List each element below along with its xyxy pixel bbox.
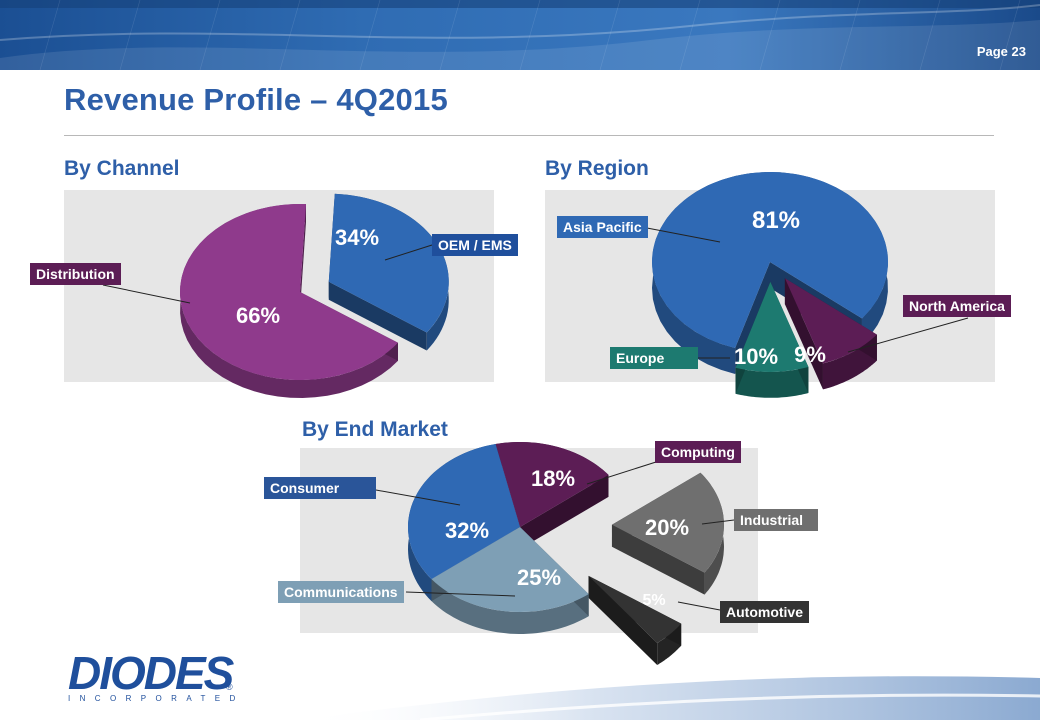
pie-label-communications: 25% (517, 565, 561, 590)
pie-label-automotive: 5% (642, 592, 665, 609)
pie-slice-distribution (180, 203, 398, 380)
page-title: Revenue Profile – 4Q2015 (64, 82, 448, 117)
label-north-america: North America (903, 295, 1011, 317)
leader-distribution (102, 284, 191, 304)
pie-slice-asia-pacific (652, 172, 888, 348)
section-title-end-market: By End Market (302, 418, 448, 441)
label-industrial: Industrial (734, 509, 818, 531)
pie-slice-industrial (611, 472, 724, 573)
leader-consumer (375, 489, 461, 506)
pie-slice-wall (431, 579, 589, 634)
pie-slice-side (328, 281, 427, 351)
pie-label-asia-pacific: 81% (752, 207, 800, 234)
leader-communications (405, 591, 516, 597)
pie-slice-side (611, 524, 705, 595)
pie-label-computing: 18% (531, 466, 575, 491)
label-distribution: Distribution (30, 263, 121, 285)
pie-slice-side (520, 474, 609, 549)
pie-slice-automotive (588, 575, 682, 643)
pie-slice-side (784, 278, 823, 390)
pie-label-north-america: 9% (794, 342, 826, 367)
pie-label-consumer: 32% (445, 518, 489, 543)
pie-slice-europe (735, 281, 809, 372)
pie-slice-wall (735, 367, 809, 398)
pie-slice-computing (495, 442, 609, 527)
pie-label-oem-ems: 34% (335, 225, 379, 250)
pie-label-distribution: 66% (236, 303, 280, 328)
pie-slice-side (300, 204, 306, 310)
title-divider (64, 135, 994, 136)
leader-industrial (701, 519, 735, 525)
footer-swoosh (300, 676, 1040, 720)
registered-mark: ® (226, 682, 233, 692)
pie-slice-north-america (784, 278, 877, 364)
page-number: Page 23 (976, 44, 1026, 59)
pie-label-europe: 10% (734, 344, 778, 369)
logo-subtext: INCORPORATED (68, 694, 245, 703)
label-europe: Europe (610, 347, 698, 369)
leader-oem-ems (384, 244, 433, 261)
logo-wordmark: DIODES (68, 647, 234, 699)
section-title-region: By Region (545, 157, 649, 180)
label-communications: Communications (278, 581, 404, 603)
pie-label-industrial: 20% (645, 515, 689, 540)
header-banner: Page 23 (0, 0, 1040, 70)
label-automotive: Automotive (720, 601, 809, 623)
pie-slice-side (735, 262, 770, 374)
pie-slice-consumer (408, 444, 520, 580)
pie-slice-communications (431, 527, 589, 612)
label-asia-pacific: Asia Pacific (557, 216, 648, 238)
pie-slice-side (588, 575, 658, 665)
pie-slice-oem-ems (328, 193, 449, 333)
section-title-channel: By Channel (64, 157, 180, 180)
leader-computing (586, 461, 657, 485)
leader-asia-pacific (646, 227, 721, 243)
company-logo: DIODES INCORPORATED ® (68, 650, 245, 703)
label-oem-ems: OEM / EMS (432, 234, 518, 256)
label-computing: Computing (655, 441, 741, 463)
leader-north-america (847, 317, 969, 353)
leader-automotive (677, 601, 721, 611)
label-consumer: Consumer (264, 477, 376, 499)
banner-graphic (0, 0, 1040, 70)
